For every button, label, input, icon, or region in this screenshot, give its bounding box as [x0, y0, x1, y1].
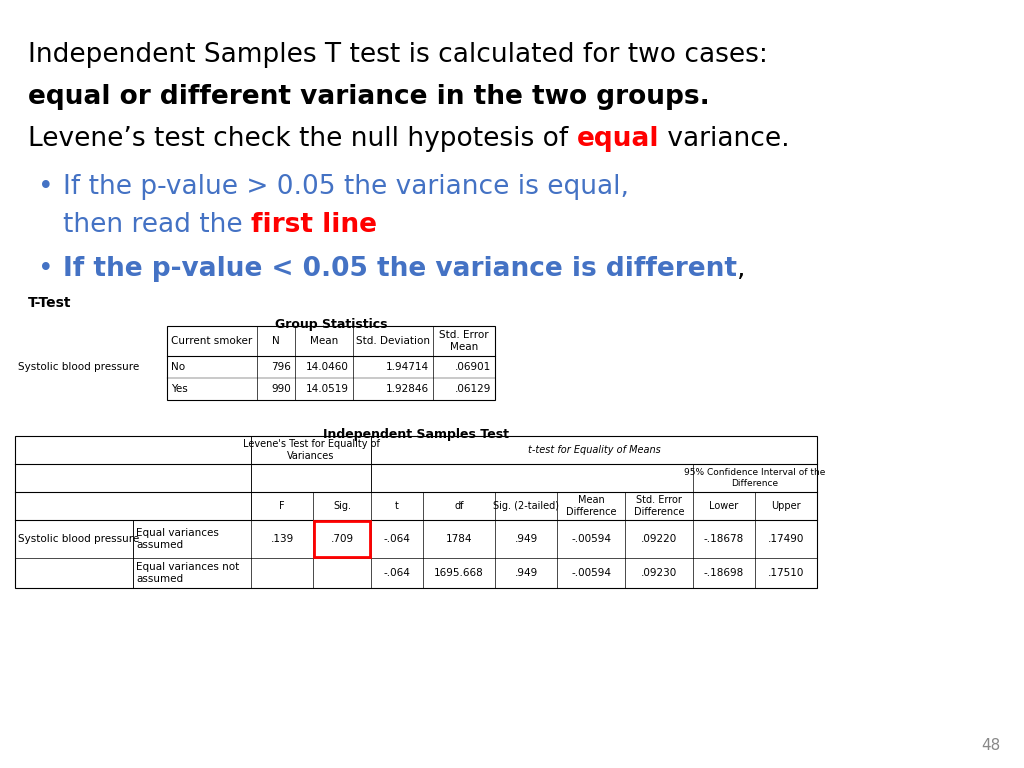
Text: -.00594: -.00594 [571, 568, 611, 578]
Text: Equal variances
assumed: Equal variances assumed [136, 528, 219, 550]
Text: Equal variances not
assumed: Equal variances not assumed [136, 562, 240, 584]
Text: Mean
Difference: Mean Difference [565, 495, 616, 517]
Text: If the p-value > 0.05 the variance is equal,: If the p-value > 0.05 the variance is eq… [63, 174, 629, 200]
Text: ,: , [737, 256, 745, 282]
Text: Systolic blood pressure: Systolic blood pressure [18, 534, 139, 544]
Text: df: df [455, 501, 464, 511]
Text: Sig. (2-tailed): Sig. (2-tailed) [493, 501, 559, 511]
Text: Std. Error
Mean: Std. Error Mean [439, 330, 488, 352]
Text: T-Test: T-Test [28, 296, 72, 310]
Text: Std. Deviation: Std. Deviation [356, 336, 430, 346]
Text: 1.92846: 1.92846 [386, 384, 429, 394]
Text: 796: 796 [271, 362, 291, 372]
Text: t-test for Equality of Means: t-test for Equality of Means [527, 445, 660, 455]
Text: .709: .709 [331, 534, 353, 544]
Text: Yes: Yes [171, 384, 187, 394]
Text: N: N [272, 336, 280, 346]
Text: Lower: Lower [710, 501, 738, 511]
Text: then read the: then read the [63, 212, 251, 238]
Text: .09220: .09220 [641, 534, 677, 544]
Text: t: t [395, 501, 399, 511]
Text: Std. Error
Difference: Std. Error Difference [634, 495, 684, 517]
Text: No: No [171, 362, 185, 372]
Text: Upper: Upper [771, 501, 801, 511]
Text: If the p-value < 0.05 the variance is different: If the p-value < 0.05 the variance is di… [63, 256, 737, 282]
Text: .17490: .17490 [768, 534, 804, 544]
Text: 1695.668: 1695.668 [434, 568, 484, 578]
Text: -.00594: -.00594 [571, 534, 611, 544]
Text: equal: equal [577, 126, 659, 152]
Text: .949: .949 [514, 534, 538, 544]
Text: -.064: -.064 [384, 568, 411, 578]
Bar [15, 436, 817, 588]
Text: 95% Confidence Interval of the
Difference: 95% Confidence Interval of the Differenc… [684, 468, 825, 488]
Text: -.064: -.064 [384, 534, 411, 544]
Text: .06901: .06901 [455, 362, 490, 372]
Text: -.18698: -.18698 [703, 568, 744, 578]
Text: 1784: 1784 [445, 534, 472, 544]
Text: .06129: .06129 [455, 384, 490, 394]
Bar [314, 521, 370, 557]
Text: first line: first line [251, 212, 377, 238]
Text: .17510: .17510 [768, 568, 804, 578]
Text: Sig.: Sig. [333, 501, 351, 511]
Text: 990: 990 [271, 384, 291, 394]
Text: •: • [38, 256, 53, 282]
Text: .09230: .09230 [641, 568, 677, 578]
Text: Levene's Test for Equality of
Variances: Levene's Test for Equality of Variances [243, 439, 380, 461]
Text: Systolic blood pressure: Systolic blood pressure [18, 362, 139, 372]
Text: Independent Samples Test: Independent Samples Test [323, 428, 509, 441]
Text: .949: .949 [514, 568, 538, 578]
Text: 1.94714: 1.94714 [386, 362, 429, 372]
Text: Independent Samples T test is calculated for two cases:: Independent Samples T test is calculated… [28, 42, 768, 68]
Text: Levene’s test check the null hypotesis of: Levene’s test check the null hypotesis o… [28, 126, 577, 152]
Text: Group Statistics: Group Statistics [274, 318, 387, 331]
Text: variance.: variance. [659, 126, 790, 152]
Text: Mean: Mean [310, 336, 338, 346]
Text: 48: 48 [981, 738, 1000, 753]
Text: -.18678: -.18678 [703, 534, 744, 544]
Text: F: F [280, 501, 285, 511]
Text: 14.0460: 14.0460 [306, 362, 349, 372]
Bar [167, 326, 495, 400]
Text: equal or different variance in the two groups.: equal or different variance in the two g… [28, 84, 710, 110]
Text: .139: .139 [270, 534, 294, 544]
Text: 14.0519: 14.0519 [306, 384, 349, 394]
Text: Current smoker: Current smoker [171, 336, 253, 346]
Text: •: • [38, 174, 53, 200]
